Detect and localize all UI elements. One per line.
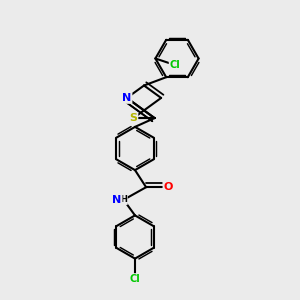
Text: O: O [164,182,173,192]
Text: Cl: Cl [169,60,180,70]
Text: H: H [120,195,127,204]
Text: N: N [112,195,122,205]
Text: Cl: Cl [130,274,140,284]
Text: N: N [122,93,131,103]
Text: S: S [129,113,137,123]
